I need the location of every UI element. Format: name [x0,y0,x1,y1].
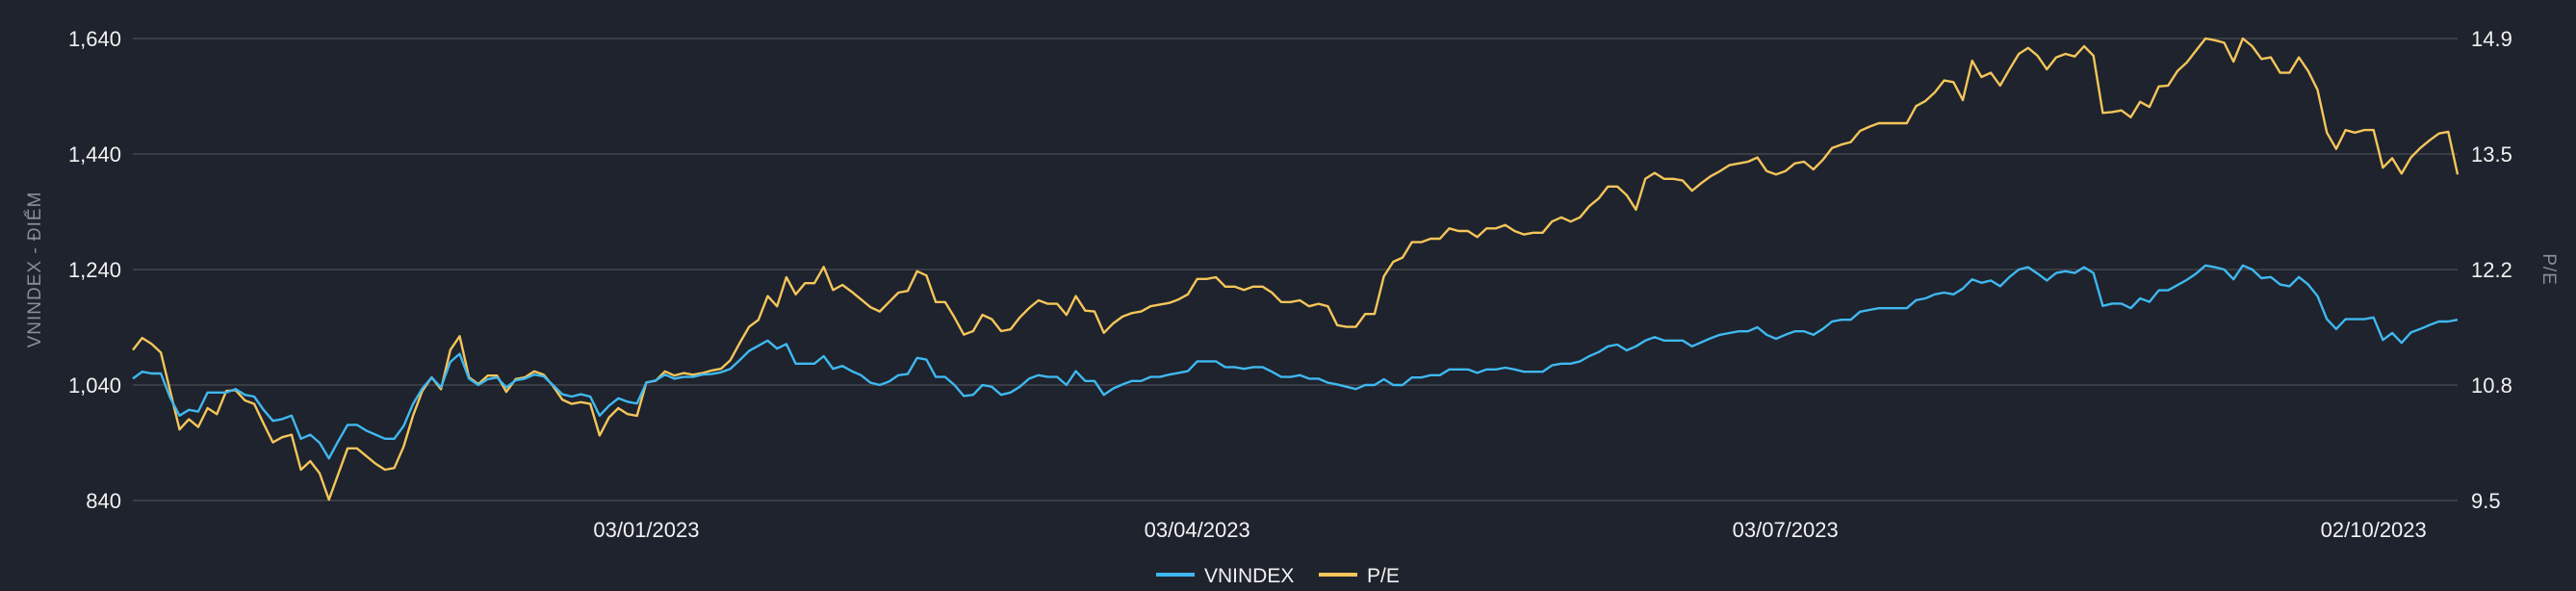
right-y-axis-ticks: 9.5 10.8 12.2 13.5 14.9 [2471,27,2512,513]
gridlines [133,38,2458,501]
x-tick-label: 02/10/2023 [2321,518,2427,542]
right-y-tick-label: 10.8 [2471,373,2512,398]
right-y-tick-label: 13.5 [2471,142,2512,167]
right-y-tick-label: 12.2 [2471,258,2512,282]
left-y-axis-title: VNINDEX - ĐIỂM [24,192,45,348]
legend: VNINDEX P/E [1156,565,1400,587]
series-lines [132,37,2460,501]
right-y-tick-label: 9.5 [2471,489,2501,513]
right-y-tick-label: 14.9 [2471,27,2512,51]
left-y-tick-label: 1,040 [68,373,121,398]
x-tick-label: 03/04/2023 [1145,518,1250,542]
x-axis-ticks: 03/01/2023 03/04/2023 03/07/2023 02/10/2023 [593,518,2426,542]
left-y-tick-label: 1,440 [68,142,121,167]
pe-line [132,37,2460,501]
legend-item-vnindex[interactable]: VNINDEX [1156,565,1294,587]
left-y-tick-label: 840 [86,489,121,513]
left-y-tick-label: 1,640 [68,27,121,51]
x-tick-label: 03/01/2023 [593,518,699,542]
legend-label-pe: P/E [1367,565,1400,587]
legend-item-pe[interactable]: P/E [1319,565,1400,587]
left-y-axis-ticks: 840 1,040 1,240 1,440 1,640 [68,27,121,513]
right-y-axis-title: P/E [2538,253,2559,286]
left-y-tick-label: 1,240 [68,258,121,282]
vnindex-line [132,264,2459,460]
x-tick-label: 03/07/2023 [1733,518,1839,542]
legend-label-vnindex: VNINDEX [1204,565,1294,587]
